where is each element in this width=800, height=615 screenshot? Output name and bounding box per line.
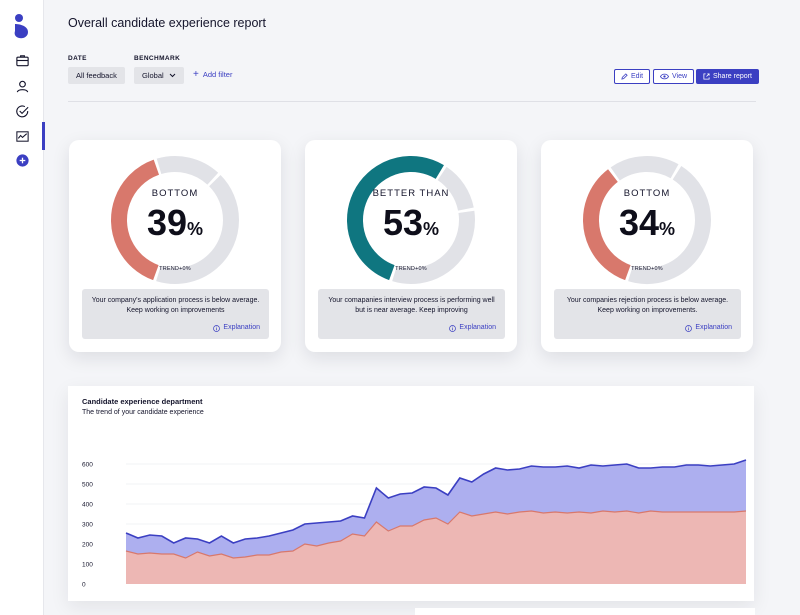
gauge-unit: %: [423, 219, 440, 239]
chart-subtitle: The trend of your candidate experience: [82, 409, 204, 416]
eye-icon: [660, 73, 669, 80]
share-report-label: Share report: [713, 73, 752, 80]
y-tick-label: 0: [82, 582, 86, 589]
gauge-value: 34%: [541, 202, 753, 244]
benchmark-filter-value: Global: [142, 71, 164, 80]
main-content: Overall candidate experience report DATE…: [45, 0, 800, 615]
benchmark-filter-select[interactable]: Global: [134, 67, 184, 84]
y-tick-label: 100: [82, 562, 93, 569]
gauge-fill-arc: [583, 156, 711, 284]
trend-label: TREND+0%: [631, 266, 663, 272]
score-gauge: [111, 155, 239, 284]
explanation-link[interactable]: Explanation: [449, 323, 496, 333]
pencil-icon: [621, 73, 628, 80]
add-filter-label: Add filter: [202, 70, 233, 79]
gauge-unit: %: [187, 219, 204, 239]
series-1-area: [126, 511, 746, 584]
sidebar-item-tasks[interactable]: [0, 99, 44, 123]
trend-chart: 0 100 200 300 400 500 600: [82, 459, 747, 589]
gauge-track-segment: [347, 156, 475, 284]
score-card-rejection: BOTTOM 34% TREND+0% Your companies rejec…: [541, 140, 753, 352]
series-0-line: [125, 459, 747, 544]
sidebar-item-jobs[interactable]: [0, 48, 44, 72]
gauge-track-segment: [111, 155, 239, 284]
card-note: Your companies rejection process is belo…: [554, 289, 741, 339]
gauge-value: 53%: [305, 202, 517, 244]
benchmark-filter-label: BENCHMARK: [134, 55, 181, 62]
gauge-label: BOTTOM: [623, 188, 671, 199]
plus-circle-icon: [15, 153, 29, 167]
gauge-label: BETTER THAN: [372, 188, 450, 199]
score-gauge: [583, 155, 711, 284]
sidebar-item-candidates[interactable]: [0, 74, 44, 98]
explanation-link[interactable]: Explanation: [685, 323, 732, 333]
check-circle-icon: [15, 104, 29, 117]
date-filter-select[interactable]: All feedback: [68, 67, 125, 84]
chart-title: Candidate experience department: [82, 397, 203, 406]
gauge-track-segment: [111, 156, 239, 284]
series-1-line: [125, 510, 747, 559]
info-icon: [685, 324, 693, 332]
user-icon: [16, 80, 28, 92]
page-title: Overall candidate experience report: [68, 16, 267, 30]
gauge-track-segment: [347, 156, 475, 284]
explanation-link[interactable]: Explanation: [213, 323, 260, 333]
edit-button[interactable]: Edit: [614, 69, 651, 84]
trend-chart-card: 0 100 200 300 400 500 600 Candidate experience…: [68, 386, 754, 601]
add-filter-button[interactable]: + Add filter: [193, 68, 233, 80]
share-report-button[interactable]: Share report: [696, 69, 759, 84]
share-icon: [703, 73, 710, 80]
card-note: Your comapanies interview process is per…: [318, 289, 505, 339]
briefcase-icon: [15, 54, 29, 66]
gauge-number: 34: [618, 202, 660, 243]
date-filter-value: All feedback: [76, 71, 117, 80]
sidebar-item-add[interactable]: [0, 148, 44, 172]
score-card-interview: BETTER THAN 53% TREND+0% Your comapanies…: [305, 140, 517, 352]
view-button[interactable]: View: [653, 69, 695, 84]
chevron-down-icon: [169, 73, 176, 78]
gauge-label: BOTTOM: [151, 188, 199, 199]
card-note: Your company's application process is be…: [82, 289, 269, 339]
y-tick-label: 200: [82, 542, 93, 549]
y-tick-label: 600: [82, 462, 93, 469]
trend-label: TREND+0%: [159, 266, 191, 272]
next-card-peek: [415, 608, 755, 615]
explanation-label: Explanation: [459, 324, 496, 331]
y-tick-label: 300: [82, 522, 93, 529]
chart-icon: [15, 130, 29, 142]
score-card-application: BOTTOM 39% TREND+0% Your company's appli…: [69, 140, 281, 352]
date-filter-label: DATE: [68, 55, 87, 62]
gauge-number: 53: [382, 202, 424, 243]
header-divider: [68, 101, 756, 102]
view-button-label: View: [672, 73, 688, 80]
gauge-fill-arc: [347, 156, 475, 284]
card-note-text: Your company's application process is be…: [91, 297, 260, 314]
trend-label: TREND+0%: [395, 266, 427, 272]
card-note-text: Your comapanies interview process is per…: [328, 297, 495, 314]
sidebar-item-reports[interactable]: [0, 122, 45, 150]
gauge-number: 39: [146, 202, 188, 243]
plus-icon: +: [193, 68, 199, 80]
y-tick-label: 400: [82, 502, 93, 509]
info-icon: [213, 324, 221, 332]
y-tick-label: 500: [82, 482, 93, 489]
gauge-value: 39%: [69, 202, 281, 244]
score-gauge: [347, 156, 475, 284]
brand-logo-icon[interactable]: [12, 14, 32, 40]
gauge-fill-arc: [111, 156, 239, 284]
explanation-label: Explanation: [223, 324, 260, 331]
explanation-label: Explanation: [695, 324, 732, 331]
sidebar: [0, 0, 45, 615]
info-icon: [449, 324, 457, 332]
card-note-text: Your companies rejection process is belo…: [566, 297, 729, 314]
edit-button-label: Edit: [631, 73, 644, 80]
gauge-unit: %: [659, 219, 676, 239]
